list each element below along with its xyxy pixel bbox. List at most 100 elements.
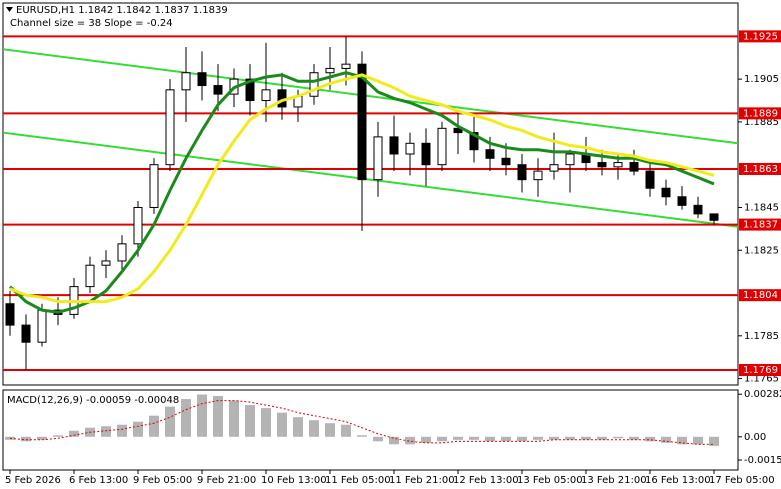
macd-bar xyxy=(629,436,639,440)
x-tick-label: 6 Feb 13:00 xyxy=(69,475,128,486)
macd-bar xyxy=(277,412,287,437)
macd-bar xyxy=(421,436,431,443)
macd-bar xyxy=(645,436,655,442)
candle-body xyxy=(213,85,223,95)
macd-bar xyxy=(309,420,319,437)
candle-body xyxy=(133,206,143,245)
moving-average xyxy=(8,71,715,314)
candle-body xyxy=(101,260,111,266)
candle-body xyxy=(21,324,31,343)
candle-body xyxy=(629,162,639,172)
y-tick-label: 0.00 xyxy=(744,432,766,443)
x-tick-label: 9 Feb 21:00 xyxy=(197,475,256,486)
y-tick-label: 1.1825 xyxy=(744,245,779,256)
candle-body xyxy=(341,63,351,69)
macd-bar xyxy=(549,436,559,440)
channel-line xyxy=(3,48,738,145)
candle-body xyxy=(485,149,495,159)
macd-bar xyxy=(229,400,239,437)
macd-bar xyxy=(69,430,79,437)
x-tick-label: 5 Feb 2026 xyxy=(5,475,61,486)
candle-body xyxy=(549,164,559,172)
macd-title: MACD(12,26,9) -0.00059 -0.00048 xyxy=(7,395,179,406)
chart-title: EURUSD,H1 1.1842 1.1842 1.1837 1.1839 xyxy=(16,5,228,16)
macd-bar xyxy=(533,436,543,440)
macd-bar xyxy=(181,399,191,437)
candle-body xyxy=(661,187,671,198)
macd-bar xyxy=(565,436,575,440)
x-tick-label: 10 Feb 13:00 xyxy=(261,475,327,486)
macd-bar xyxy=(677,436,687,445)
candle-body xyxy=(309,72,319,97)
level-label-box xyxy=(739,30,781,43)
price-panel-frame xyxy=(2,2,739,386)
macd-bar xyxy=(213,396,223,437)
y-tick-label: 1.1845 xyxy=(744,202,779,213)
macd-bar xyxy=(405,436,415,445)
channel-line xyxy=(3,131,738,228)
level-label-box xyxy=(739,218,781,231)
candle-body xyxy=(149,164,159,208)
candle-body xyxy=(645,170,655,189)
y-tick-label: 1.1885 xyxy=(744,117,779,128)
candle-body xyxy=(181,72,191,91)
candle-body xyxy=(245,78,255,102)
candle-body xyxy=(37,309,47,343)
macd-bar xyxy=(389,436,399,445)
macd-bar xyxy=(517,436,527,442)
y-tick-label: 0.00282 xyxy=(744,389,781,400)
macd-plot xyxy=(5,394,719,446)
candle-body xyxy=(693,204,703,215)
candle-body xyxy=(5,303,15,326)
candle-body xyxy=(565,153,575,166)
macd-bar xyxy=(501,436,511,442)
price-plot xyxy=(3,35,738,372)
macd-bar xyxy=(437,436,447,442)
macd-bar xyxy=(357,435,367,437)
level-label-box xyxy=(739,162,781,175)
macd-bar xyxy=(133,421,143,437)
candle-body xyxy=(421,142,431,166)
candle-body xyxy=(677,196,687,206)
candle-body xyxy=(373,136,383,181)
macd-bar xyxy=(325,423,335,437)
macd-bar xyxy=(453,436,463,440)
candle-body xyxy=(533,170,543,181)
macd-bar xyxy=(165,406,175,437)
macd-signal xyxy=(9,400,714,445)
menu-arrow xyxy=(6,7,13,12)
macd-bar xyxy=(245,405,255,437)
x-tick-label: 16 Feb 13:00 xyxy=(645,475,711,486)
macd-bar xyxy=(693,436,703,445)
candle-body xyxy=(405,142,415,155)
macd-bar xyxy=(261,408,271,437)
candle-body xyxy=(469,132,479,151)
y-tick-label: 1.1785 xyxy=(744,331,779,342)
candle-body xyxy=(165,89,175,166)
macd-bar xyxy=(581,436,591,440)
candle-body xyxy=(453,127,463,134)
macd-bar xyxy=(293,417,303,437)
macd-bar xyxy=(469,436,479,440)
macd-bar xyxy=(373,436,383,442)
x-tick-label: 13 Feb 21:00 xyxy=(581,475,647,486)
level-label-box xyxy=(739,107,781,120)
x-tick-label: 17 Feb 05:00 xyxy=(709,475,775,486)
level-label: 1.1804 xyxy=(743,290,778,301)
x-tick-label: 12 Feb 13:00 xyxy=(453,475,519,486)
candle-body xyxy=(325,67,335,74)
x-tick-label: 9 Feb 05:00 xyxy=(133,475,192,486)
y-tick-label: 1.1765 xyxy=(744,374,779,385)
macd-bar xyxy=(53,435,63,437)
level-label: 1.1837 xyxy=(743,220,778,231)
moving-average xyxy=(9,73,715,304)
y-tick-label: 1.1905 xyxy=(744,74,779,85)
candle-body xyxy=(85,264,95,288)
candle-body xyxy=(197,72,207,87)
level-label-box xyxy=(739,289,781,302)
candle-body xyxy=(261,89,271,102)
x-tick-label: 11 Feb 05:00 xyxy=(325,475,391,486)
macd-bar xyxy=(709,436,719,446)
macd-bar xyxy=(597,436,607,440)
